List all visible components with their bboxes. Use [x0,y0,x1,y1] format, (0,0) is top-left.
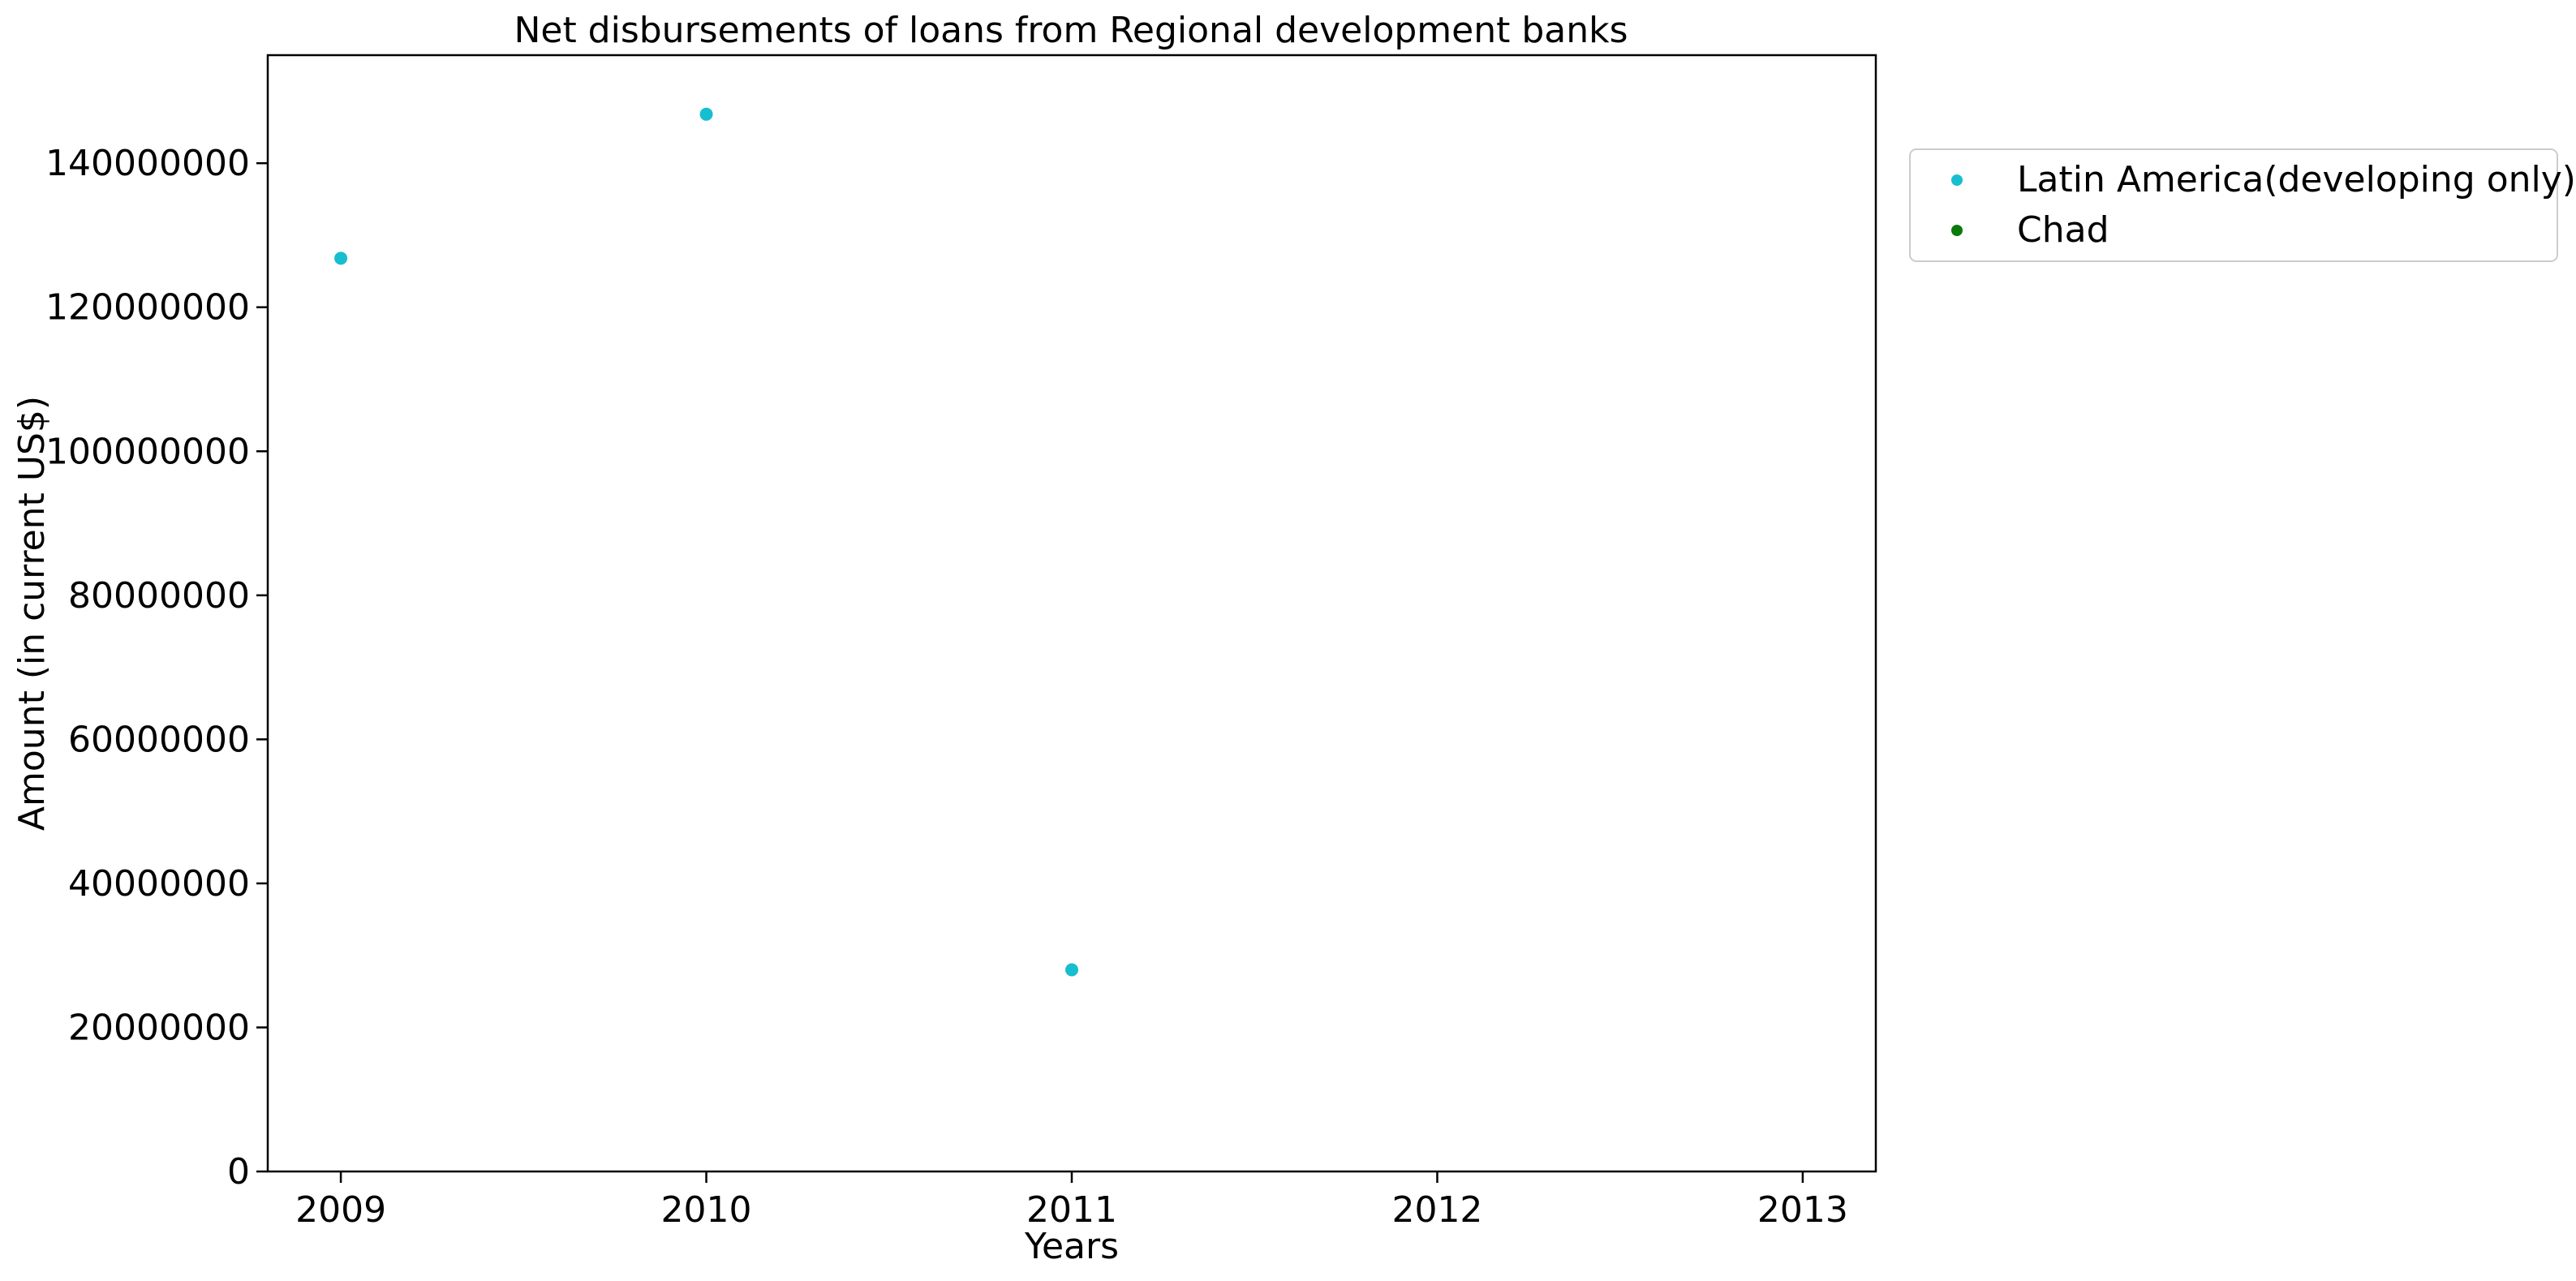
x-tick-label: 2009 [295,1189,386,1231]
y-axis-label: Amount (in current US$) [11,396,53,831]
x-tick-label: 2010 [661,1189,752,1231]
y-axis-ticks: 0 20000000 40000000 60000000 80000000 1000000… [45,143,268,1193]
data-point [699,107,713,121]
data-point [334,251,348,265]
data-point [1065,963,1078,977]
y-tick-label: 20000000 [68,1007,250,1048]
y-tick-label: 100000000 [45,431,250,472]
x-axis-ticks: 2009 2010 2011 2012 2013 [295,1171,1848,1231]
y-tick-label: 80000000 [68,575,250,617]
y-tick-label: 60000000 [68,719,250,760]
legend-frame [1909,148,2558,262]
legend-marker-latin-america [1951,174,1963,186]
x-tick-label: 2011 [1026,1189,1117,1231]
chart-title: Net disbursements of loans from Regional… [514,10,1628,51]
y-tick-label: 40000000 [68,863,250,905]
legend-label-chad: Chad [2017,209,2109,251]
data-points [334,107,1078,977]
y-tick-label: 140000000 [45,143,250,184]
y-tick-label: 0 [227,1151,250,1193]
y-tick-label: 120000000 [45,287,250,329]
x-axis-label: Years [1024,1226,1119,1267]
x-tick-label: 2012 [1391,1189,1482,1231]
legend-marker-chad [1951,225,1963,236]
legend-label-latin-america: Latin America(developing only) [2017,159,2576,200]
legend: Latin America(developing only) Chad [1909,148,2576,262]
x-tick-label: 2013 [1757,1189,1848,1231]
